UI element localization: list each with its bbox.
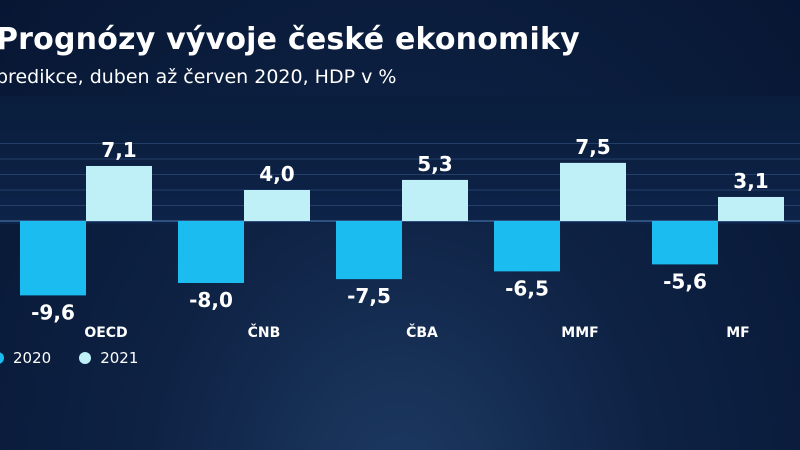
bar-2020-mf [652, 221, 718, 265]
category-label-mf: MF [726, 325, 750, 341]
data-label-2020-oecd: -9,6 [31, 300, 75, 324]
category-label-oecd: OECD [84, 325, 127, 341]
bar-2021-mf [718, 196, 784, 221]
category-label-mmf: MMF [561, 325, 598, 341]
legend-swatch-2020 [0, 352, 4, 364]
data-label-2020-mf: -5,6 [663, 269, 707, 293]
legend-item-2021: 2021 [79, 349, 138, 367]
chart-legend: 2020 2021 [0, 349, 166, 367]
data-label-2020-čba: -7,5 [347, 284, 391, 308]
bar-2021-mmf [560, 162, 626, 221]
legend-item-2020: 2020 [0, 349, 51, 367]
bar-2020-oecd [20, 221, 86, 296]
bar-2021-čba [402, 179, 468, 221]
chart-subtitle: predikce, duben až červen 2020, HDP v % [0, 66, 397, 88]
data-label-2021-čnb: 4,0 [259, 162, 294, 186]
chart-title: Prognózy vývoje české ekonomiky [0, 22, 580, 57]
legend-label-2020: 2020 [13, 349, 52, 367]
legend-swatch-2021 [79, 352, 92, 364]
data-label-2020-mmf: -6,5 [505, 276, 549, 300]
legend-label-2021: 2021 [100, 349, 139, 367]
bar-2020-mmf [494, 221, 560, 272]
data-label-2021-oecd: 7,1 [101, 138, 136, 162]
bar-2020-čba [336, 221, 402, 280]
data-label-2021-čba: 5,3 [417, 152, 452, 176]
category-label-čnb: ČNB [248, 323, 281, 341]
bar-2021-oecd [86, 165, 152, 221]
bar-2020-čnb [178, 221, 244, 283]
category-label-čba: ČBA [406, 323, 438, 341]
data-label-2020-čnb: -8,0 [189, 288, 233, 312]
bar-2021-čnb [244, 190, 310, 221]
data-label-2021-mf: 3,1 [733, 169, 768, 193]
data-label-2021-mmf: 7,5 [575, 135, 610, 159]
